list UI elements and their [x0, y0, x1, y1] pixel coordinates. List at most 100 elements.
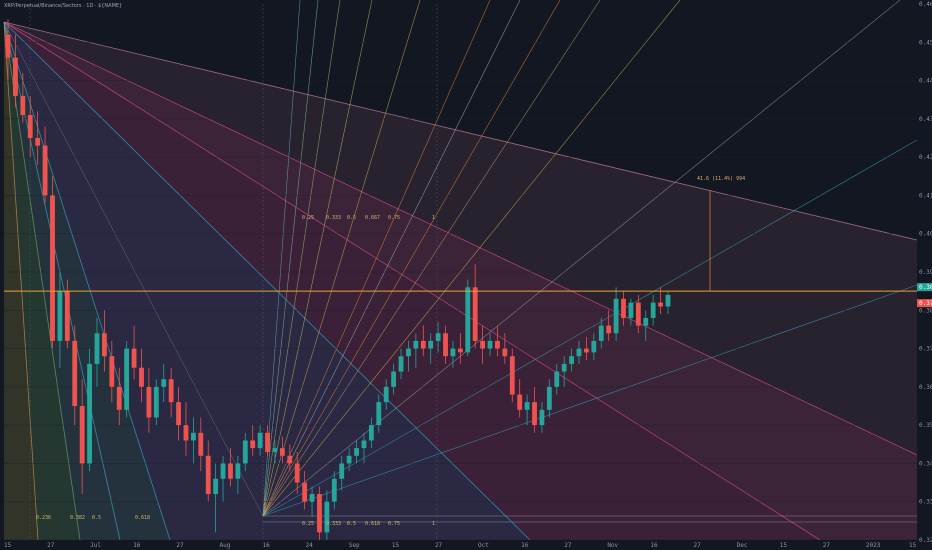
candle-body[interactable]: [495, 340, 500, 349]
candle-body[interactable]: [443, 333, 448, 357]
candle-28[interactable]: [213, 463, 219, 533]
candle-68[interactable]: [509, 348, 515, 403]
candle-33[interactable]: [250, 425, 256, 456]
candle-body[interactable]: [665, 294, 671, 307]
candle-body[interactable]: [5, 34, 11, 58]
candle-body[interactable]: [487, 340, 493, 349]
candle-body[interactable]: [554, 371, 560, 387]
candle-body[interactable]: [472, 287, 478, 341]
candle-body[interactable]: [124, 348, 130, 410]
candle-body[interactable]: [398, 356, 404, 372]
candle-23[interactable]: [176, 386, 181, 441]
candle-72[interactable]: [539, 402, 545, 433]
candle-30[interactable]: [228, 448, 233, 487]
candle-73[interactable]: [546, 379, 552, 418]
candle-4[interactable]: [35, 111, 41, 165]
candle-40[interactable]: [302, 471, 308, 510]
candle-body[interactable]: [94, 333, 100, 364]
candle-body[interactable]: [598, 325, 604, 341]
candle-body[interactable]: [324, 501, 330, 533]
candle-37[interactable]: [279, 436, 285, 464]
candle-26[interactable]: [198, 417, 204, 472]
candle-body[interactable]: [279, 448, 285, 456]
candle-body[interactable]: [101, 333, 107, 357]
candle-21[interactable]: [161, 363, 167, 403]
candle-86[interactable]: [643, 310, 649, 341]
candle-76[interactable]: [569, 348, 575, 372]
candle-body[interactable]: [257, 432, 263, 449]
candle-body[interactable]: [220, 463, 226, 479]
candle-body[interactable]: [331, 478, 337, 502]
candle-79[interactable]: [591, 333, 597, 361]
candle-body[interactable]: [576, 348, 582, 357]
candle-body[interactable]: [131, 348, 137, 368]
candle-75[interactable]: [561, 356, 567, 387]
candle-body[interactable]: [561, 363, 567, 372]
candle-body[interactable]: [35, 138, 41, 146]
candle-body[interactable]: [57, 291, 63, 341]
candle-body[interactable]: [183, 425, 189, 441]
candle-body[interactable]: [346, 455, 352, 464]
candle-65[interactable]: [487, 333, 493, 357]
candle-44[interactable]: [331, 471, 337, 510]
candle-12[interactable]: [94, 317, 100, 387]
candle-9[interactable]: [72, 325, 78, 426]
candle-body[interactable]: [109, 356, 115, 387]
candle-64[interactable]: [480, 325, 486, 364]
candle-body[interactable]: [287, 455, 293, 464]
candle-50[interactable]: [376, 394, 382, 433]
candle-body[interactable]: [413, 340, 419, 349]
candle-59[interactable]: [443, 325, 448, 364]
candle-body[interactable]: [532, 402, 537, 426]
candle-7[interactable]: [57, 272, 63, 368]
candle-83[interactable]: [621, 291, 626, 326]
candle-body[interactable]: [509, 356, 515, 395]
candle-body[interactable]: [658, 302, 663, 307]
candle-body[interactable]: [146, 386, 152, 418]
candle-body[interactable]: [539, 409, 545, 426]
candle-body[interactable]: [272, 448, 278, 452]
candle-66[interactable]: [495, 325, 500, 357]
candle-body[interactable]: [27, 115, 33, 138]
candle-body[interactable]: [354, 448, 359, 456]
candle-body[interactable]: [235, 463, 241, 479]
candle-74[interactable]: [554, 363, 560, 395]
candle-body[interactable]: [457, 348, 463, 353]
candle-39[interactable]: [294, 451, 300, 495]
candle-25[interactable]: [190, 417, 196, 464]
candle-20[interactable]: [153, 379, 159, 426]
candle-body[interactable]: [569, 356, 575, 364]
candle-18[interactable]: [139, 348, 144, 403]
candle-84[interactable]: [628, 298, 634, 326]
candle-body[interactable]: [368, 425, 374, 441]
candle-54[interactable]: [406, 340, 411, 372]
candle-45[interactable]: [339, 455, 345, 491]
candle-81[interactable]: [606, 310, 612, 341]
candle-1[interactable]: [13, 34, 18, 108]
candle-47[interactable]: [354, 440, 359, 464]
candle-body[interactable]: [42, 145, 48, 196]
candle-body[interactable]: [606, 325, 612, 334]
candle-88[interactable]: [658, 287, 663, 315]
candle-body[interactable]: [524, 402, 530, 410]
candle-15[interactable]: [116, 367, 122, 426]
candle-body[interactable]: [428, 340, 434, 349]
candle-body[interactable]: [643, 317, 649, 326]
candle-body[interactable]: [79, 406, 85, 464]
candle-56[interactable]: [420, 325, 426, 357]
candle-3[interactable]: [27, 95, 33, 158]
candle-body[interactable]: [190, 432, 196, 441]
candle-61[interactable]: [457, 333, 463, 364]
candle-78[interactable]: [584, 337, 589, 361]
candle-32[interactable]: [242, 432, 248, 472]
candle-14[interactable]: [109, 340, 115, 403]
candle-27[interactable]: [205, 440, 211, 502]
candle-19[interactable]: [146, 367, 152, 433]
candle-body[interactable]: [376, 402, 382, 426]
candle-43[interactable]: [324, 490, 330, 540]
candle-60[interactable]: [450, 340, 456, 368]
candle-53[interactable]: [398, 348, 404, 380]
candle-52[interactable]: [391, 363, 397, 395]
candle-body[interactable]: [13, 57, 18, 96]
